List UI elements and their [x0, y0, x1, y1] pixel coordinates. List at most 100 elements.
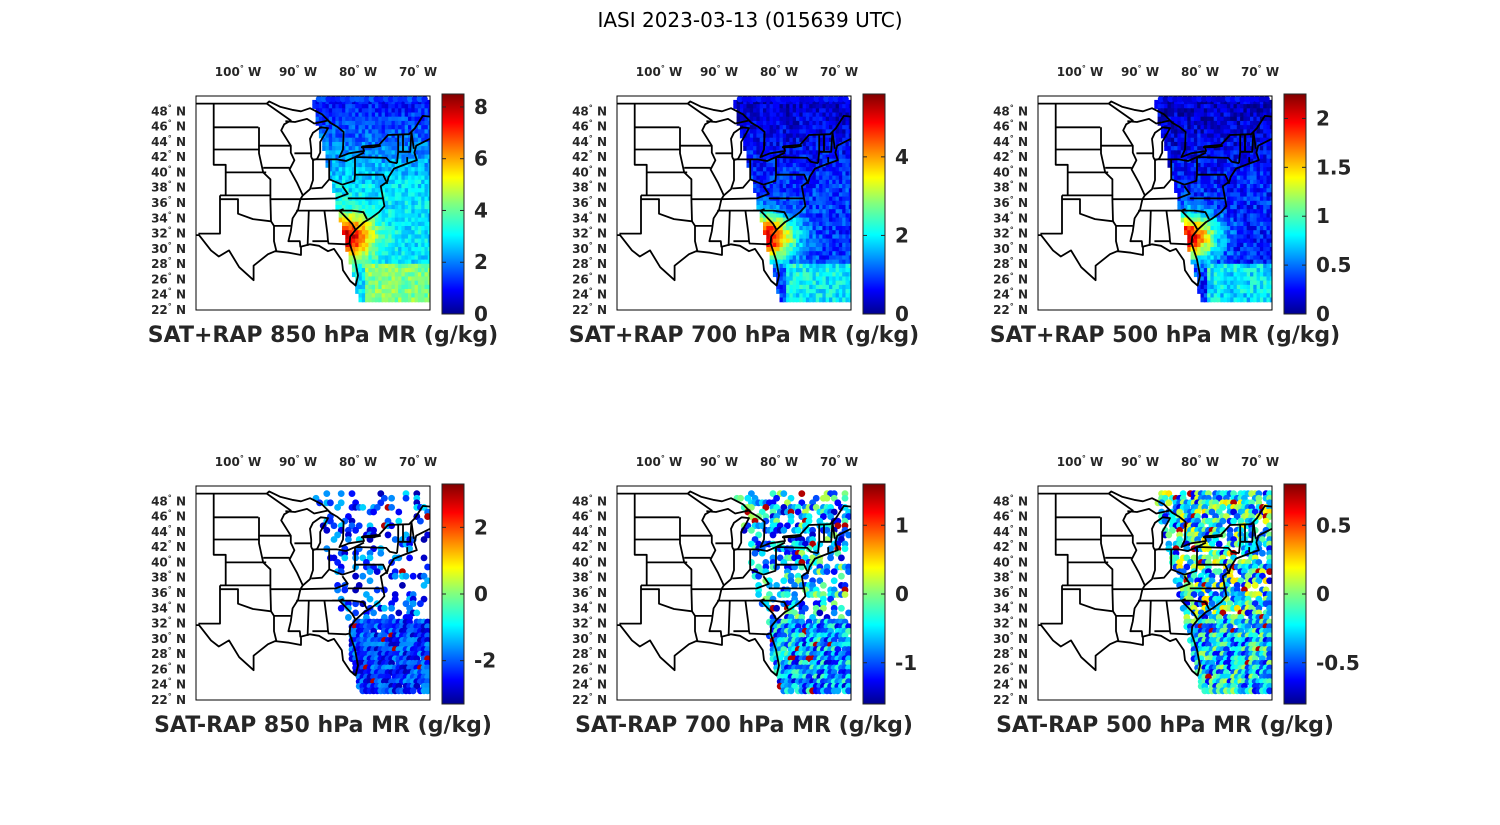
difference-dot: [402, 600, 410, 608]
swath-pixel: [1243, 200, 1249, 206]
swath-pixel: [388, 247, 393, 252]
swath-pixel: [756, 196, 762, 202]
state-boundaries: [617, 100, 851, 287]
swath-pixel: [365, 146, 370, 151]
swath-pixel: [815, 297, 821, 303]
swath-pixel: [759, 179, 765, 185]
lon-tick-label: 90° W: [1121, 64, 1159, 79]
colorbar-frame: [441, 93, 465, 315]
swath-pixel: [1190, 259, 1196, 265]
difference-dot: [345, 604, 352, 612]
swath-pixel: [779, 226, 785, 231]
swath-pixel: [845, 125, 851, 130]
swath-pixel: [361, 125, 367, 130]
swath-pixel: [1259, 112, 1265, 118]
swath-pixel: [819, 112, 824, 118]
swath-pixel: [1269, 104, 1272, 109]
scan-dot: [804, 96, 811, 103]
swath-pixel: [1263, 289, 1268, 294]
swath-pixel: [404, 217, 410, 223]
swath-pixel: [342, 205, 347, 210]
swath-pixel: [796, 242, 801, 248]
swath-pixel: [1197, 175, 1202, 181]
swath-pixel: [812, 272, 818, 278]
swath-pixel: [749, 171, 755, 177]
swath-pixel: [381, 167, 387, 172]
swath-pixel: [332, 129, 337, 135]
swath-pixel: [378, 221, 384, 227]
swath-pixel: [1246, 192, 1252, 198]
swath-pixel: [368, 150, 374, 156]
swath-pixel: [1187, 171, 1193, 177]
difference-dot: [341, 554, 349, 562]
scan-dot: [837, 96, 844, 103]
swath-pixel: [825, 104, 831, 109]
swath-pixel: [766, 99, 772, 105]
swath-pixel: [391, 259, 397, 265]
swath-pixel: [345, 200, 351, 206]
swath-pixel: [1213, 238, 1219, 244]
swath-pixel: [365, 200, 370, 206]
swath-pixel: [391, 217, 397, 223]
swath-pixel: [365, 251, 370, 257]
swath-pixel: [819, 234, 824, 240]
swath-pixel: [766, 112, 772, 118]
swath-pixel: [1253, 125, 1259, 130]
swath-pixel: [1207, 146, 1212, 151]
boundary-line: [220, 194, 301, 201]
swath-pixel: [829, 238, 834, 244]
swath-pixel: [1253, 188, 1259, 193]
swath-pixel: [328, 129, 334, 135]
swath-pixel: [829, 171, 834, 177]
swath-pixel: [1167, 150, 1173, 156]
swath-pixel: [1180, 188, 1186, 193]
swath-pixel: [838, 167, 844, 172]
swath-pixel: [832, 154, 838, 160]
swath-pixel: [842, 234, 847, 240]
swath-pixel: [375, 167, 380, 172]
swath-pixel: [358, 116, 364, 122]
swath-pixel: [1223, 183, 1229, 189]
boundary-line: [732, 159, 752, 190]
swath-pixel: [371, 104, 377, 109]
swath-pixel: [384, 259, 390, 265]
swath-pixel: [417, 108, 423, 114]
swath-pixel: [1217, 167, 1222, 172]
swath-pixel: [848, 276, 851, 282]
swath-pixel: [1220, 171, 1226, 177]
swath-pixel: [1236, 112, 1242, 118]
swath-pixel: [825, 179, 831, 185]
swath-pixel: [1256, 217, 1262, 223]
boundary-line: [258, 127, 272, 196]
swath-pixel: [1220, 263, 1226, 269]
swath-pixel: [749, 133, 755, 139]
swath-pixel: [1187, 125, 1193, 130]
swath-pixel: [424, 99, 430, 105]
swath-pixel: [401, 196, 407, 202]
swath-pixel: [1210, 280, 1216, 286]
swath-pixel: [1160, 120, 1166, 126]
swath-pixel: [782, 242, 788, 248]
swath-pixel: [1180, 137, 1186, 143]
swath-pixel: [759, 183, 765, 189]
scan-dot: [760, 96, 768, 103]
swath-pixel: [1230, 150, 1235, 156]
swath-pixel: [404, 171, 410, 177]
swath-pixel: [1207, 200, 1212, 206]
swath-pixel: [1197, 125, 1202, 130]
swath-pixel: [1193, 242, 1199, 248]
swath-pixel: [1203, 280, 1209, 286]
swath-pixel: [1193, 251, 1199, 257]
swath-pixel: [1259, 247, 1265, 252]
swath-pixel: [766, 171, 772, 177]
swath-pixel: [401, 226, 407, 231]
swath-pixel: [789, 276, 795, 282]
swath-pixel: [378, 167, 384, 172]
swath-pixel: [776, 99, 781, 105]
swath-pixel: [796, 238, 801, 244]
swath-pixel: [809, 112, 814, 118]
swath-pixel: [819, 272, 824, 278]
swath-pixel: [832, 247, 838, 252]
swath-pixel: [829, 196, 834, 202]
swath-pixel: [391, 200, 397, 206]
